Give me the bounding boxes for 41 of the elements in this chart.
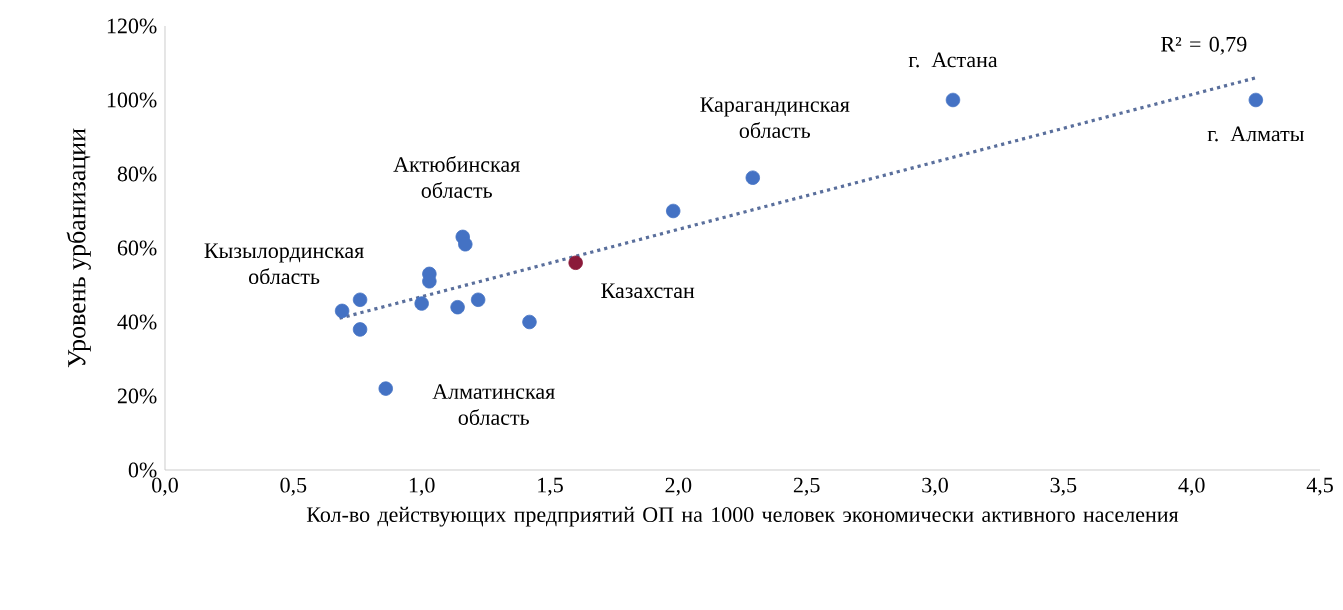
- x-tick-label: 3,5: [1050, 477, 1077, 496]
- point: [568, 255, 583, 270]
- point: [666, 203, 681, 219]
- x-tick-label: 4,5: [1306, 477, 1333, 496]
- y-axis-title: Уровень урбанизации: [66, 128, 91, 368]
- x-tick-label: 3,0: [922, 477, 948, 496]
- point: [352, 292, 368, 307]
- x-tick-label: 2,0: [665, 477, 692, 496]
- point: [378, 381, 393, 396]
- y-tick-label: 120%: [107, 18, 157, 34]
- x-tick-label: 1,0: [409, 477, 435, 496]
- y-tick-label: 60%: [117, 240, 157, 256]
- y-tick-label: 0%: [128, 462, 157, 478]
- y-tick-label: 80%: [117, 166, 157, 182]
- point: [458, 237, 473, 252]
- annotation: г. Астана: [908, 52, 998, 68]
- annotation: Карагандинская область: [700, 97, 850, 139]
- point: [470, 292, 486, 307]
- y-tick-label: 20%: [117, 388, 157, 404]
- point: [334, 303, 350, 319]
- y-tick-label: 100%: [107, 92, 157, 108]
- point: [745, 170, 760, 185]
- x-tick-label: 4,0: [1178, 477, 1205, 496]
- x-tick-label: 0,5: [280, 477, 307, 496]
- point: [450, 300, 465, 315]
- point: [1248, 92, 1264, 108]
- y-tick-label: 40%: [117, 314, 157, 330]
- x-tick-label: 2,5: [793, 477, 820, 496]
- point: [522, 314, 537, 330]
- annotation: Актюбинская область: [393, 155, 520, 198]
- x-axis-title: Кол-во действующих предприятий ОП на 1000 человек экономически активного населения: [306, 506, 1179, 527]
- annotation: Кызылординская область: [204, 243, 364, 285]
- annotation: R² = 0,79: [1161, 36, 1247, 55]
- annotation: г. Алматы: [1207, 126, 1304, 142]
- point: [945, 92, 961, 108]
- annotation: Казахстан: [601, 283, 695, 299]
- x-tick-label: 0,0: [152, 477, 178, 496]
- annotation: Алматинская область: [432, 384, 555, 425]
- point: [414, 296, 429, 311]
- point: [352, 322, 368, 337]
- x-tick-label: 1,5: [538, 477, 563, 496]
